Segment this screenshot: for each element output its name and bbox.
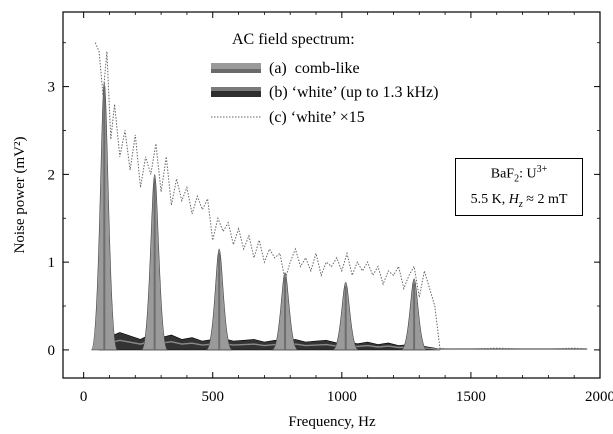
x-axis-label: Frequency, Hz <box>288 414 376 430</box>
y-tick-label: 3 <box>48 80 56 96</box>
y-tick-label: 0 <box>48 343 56 359</box>
axis-tick-labels: 0 500 1000 1500 2000 0 1 2 3 <box>48 80 613 405</box>
legend-label-a: (a) comb-like <box>269 60 360 77</box>
series-white-x15-line <box>94 42 588 350</box>
legend-swatch-b-shade <box>211 87 261 91</box>
legend-title: AC field spectrum: <box>232 31 355 48</box>
sample-info-box: BaF2: U3+ 5.5 K, Hz ≈ 2 mT <box>455 158 583 216</box>
plot-frame <box>62 11 601 379</box>
y-axis-label: Noise power (mV²) <box>12 137 28 254</box>
legend-swatch-a <box>211 63 261 73</box>
legend-swatch-b <box>211 87 261 97</box>
x-tick-label: 0 <box>80 389 88 405</box>
sample-formula: BaF2: U3+ <box>490 164 548 185</box>
x-tick-label: 2000 <box>585 389 613 405</box>
y-tick-label: 2 <box>48 167 56 183</box>
legend-swatch-a-shade <box>211 69 261 73</box>
legend-label-b: (b) ‘white’ (up to 1.3 kHz) <box>269 84 438 101</box>
x-tick-label: 500 <box>201 389 224 405</box>
x-tick-label: 1500 <box>456 389 486 405</box>
legend: AC field spectrum: (a) comb-like (b) ‘wh… <box>211 31 438 126</box>
sample-conditions: 5.5 K, Hz ≈ 2 mT <box>470 192 568 211</box>
white-x15-line <box>94 42 588 350</box>
axis-ticks <box>63 12 601 378</box>
series-comb-peaks <box>91 81 428 351</box>
y-tick-label: 1 <box>48 255 56 271</box>
legend-label-c: (c) ‘white’ ×15 <box>269 109 365 126</box>
x-tick-label: 1000 <box>327 389 357 405</box>
